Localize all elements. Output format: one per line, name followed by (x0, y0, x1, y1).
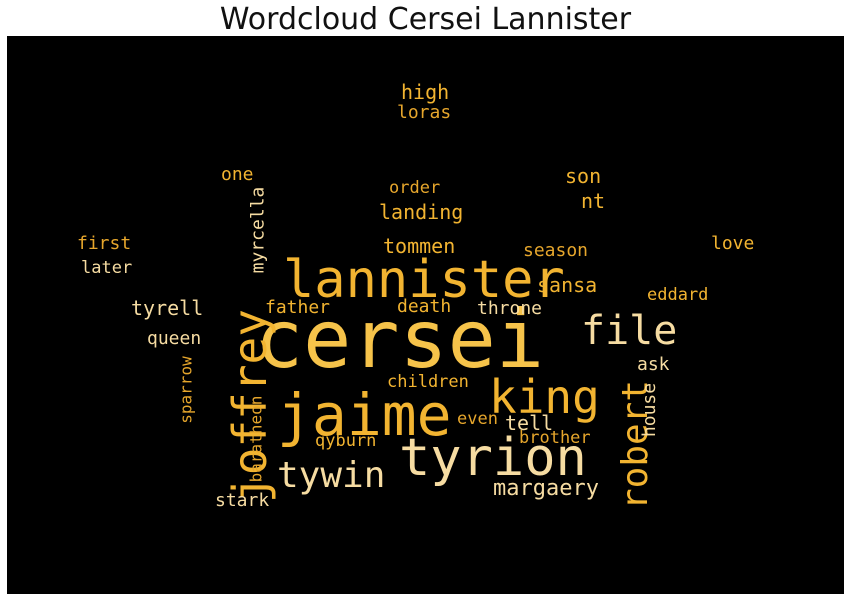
word-sparrow: sparrow (176, 356, 196, 424)
word-jaime: jaime (277, 381, 452, 449)
word-later: later (81, 258, 133, 278)
word-tell: tell (505, 411, 554, 435)
word-house: house (639, 382, 661, 438)
word-son: son (565, 164, 602, 188)
word-tyrion: tyrion (399, 428, 587, 488)
word-stark: stark (215, 490, 270, 511)
word-loras: loras (397, 102, 452, 123)
word-brother: brother (519, 428, 591, 448)
word-season: season (523, 240, 589, 261)
word-tyrell: tyrell (131, 296, 204, 320)
word-baratheon: baratheon (246, 395, 266, 483)
word-one: one (221, 164, 254, 185)
word-order: order (389, 178, 441, 198)
word-eddard: eddard (647, 285, 709, 305)
word-father: father (265, 297, 331, 318)
word-qyburn: qyburn (315, 431, 377, 451)
chart-title: Wordcloud Cersei Lannister (219, 2, 632, 37)
word-first: first (77, 233, 132, 254)
word-file: file (581, 308, 678, 354)
word-tommen: tommen (383, 234, 456, 258)
word-children: children (387, 372, 469, 392)
wordcloud-canvas: cersei tyrion jaime lannister joffrey ki… (7, 36, 844, 594)
word-love: love (711, 233, 755, 254)
word-tywin: tywin (277, 455, 386, 496)
word-cersei: cersei (255, 293, 544, 386)
word-king: king (489, 370, 600, 424)
word-ask: ask (637, 354, 670, 375)
word-death: death (397, 296, 452, 317)
word-throne: throne (477, 298, 543, 319)
word-landing: landing (379, 200, 464, 224)
word-lannister: lannister (283, 250, 565, 310)
word-queen: queen (147, 328, 202, 349)
word-even: even (457, 409, 498, 429)
word-high: high (401, 80, 450, 104)
word-sansa: sansa (537, 273, 598, 297)
word-nt: nt (581, 189, 606, 213)
word-myrcella: myrcella (247, 186, 269, 274)
word-margaery: margaery (493, 476, 599, 501)
